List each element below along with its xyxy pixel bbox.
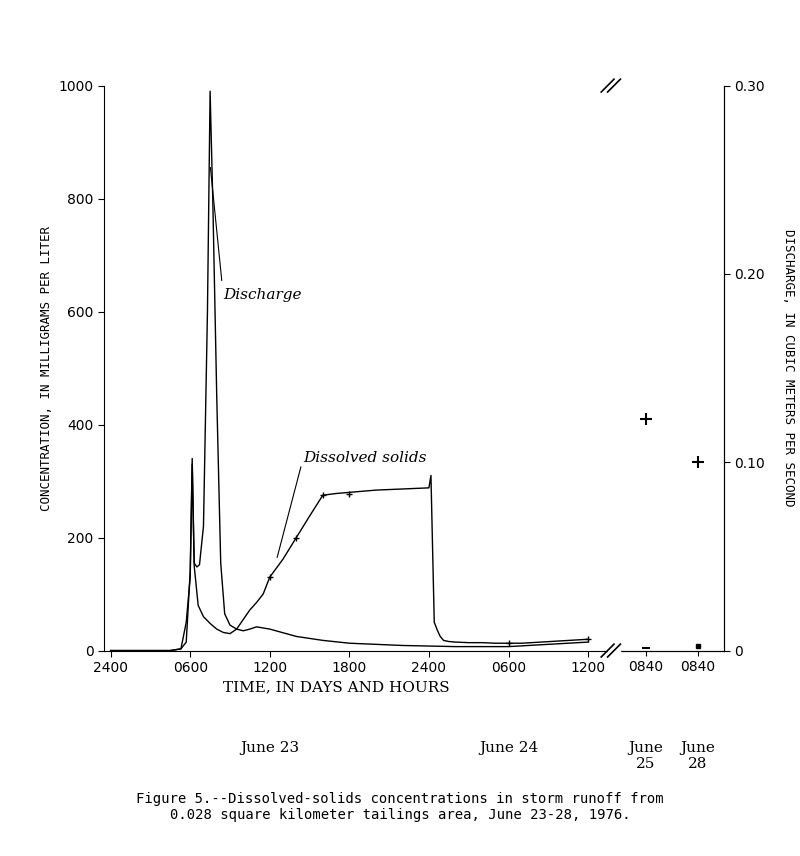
Y-axis label: DISCHARGE, IN CUBIC METERS PER SECOND: DISCHARGE, IN CUBIC METERS PER SECOND (782, 229, 795, 507)
Text: June
25: June 25 (629, 741, 663, 771)
Text: June 23: June 23 (240, 741, 299, 755)
Y-axis label: CONCENTRATION, IN MILLIGRAMS PER LITER: CONCENTRATION, IN MILLIGRAMS PER LITER (40, 226, 53, 510)
Text: Discharge: Discharge (223, 288, 302, 301)
Text: Figure 5.--Dissolved-solids concentrations in storm runoff from
0.028 square kil: Figure 5.--Dissolved-solids concentratio… (136, 792, 664, 822)
Text: June
28: June 28 (681, 741, 715, 771)
Text: June 24: June 24 (479, 741, 538, 755)
Text: TIME, IN DAYS AND HOURS: TIME, IN DAYS AND HOURS (222, 681, 450, 694)
Text: Dissolved solids: Dissolved solids (303, 451, 426, 466)
